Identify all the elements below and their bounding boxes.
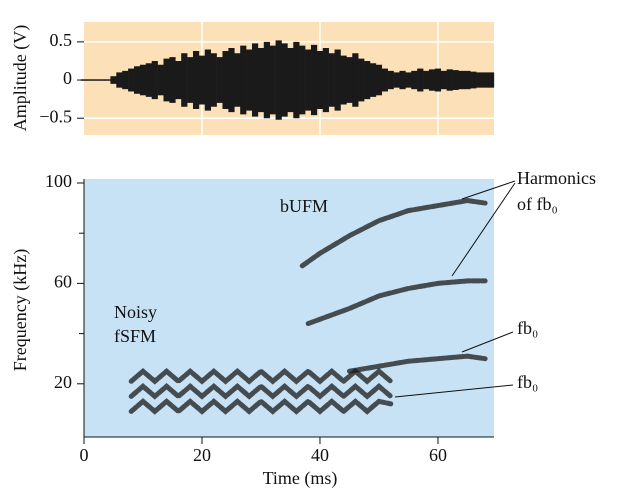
plots: 0.5 0 −0.5 20 60 100 0 20 40 60 [39,22,495,465]
y-tick-label: 0.5 [50,30,73,50]
spectral-trace [305,278,488,327]
annotation: Noisy [114,302,157,322]
spectral-trace [128,367,394,385]
annotation: bUFM [280,196,328,216]
annotation: fb₀ [517,372,538,392]
spectral-trace [128,383,394,400]
annotation: fb₀ [517,318,538,338]
leader-line [394,384,514,398]
y-axis-label: Amplitude (V) [10,25,31,131]
y-tick-label: −0.5 [39,106,72,126]
y-tick-label: 100 [45,171,72,191]
x-tick-label: 20 [193,445,211,465]
x-tick-label: 0 [80,445,89,465]
y-tick-label: 20 [54,372,72,392]
spectral-trace [346,353,488,374]
annotation: Harmonics [517,168,596,188]
y-tick-label: 0 [63,68,72,88]
annotation: fSFM [114,326,156,346]
annotation: of fb₀ [517,194,558,214]
leader-line [461,331,514,353]
spectral-trace [299,198,488,269]
x-tick-label: 60 [429,445,447,465]
y-axis-label: Frequency (kHz) [10,249,31,371]
y-tick-label: 60 [54,272,72,292]
leader-line [461,180,516,200]
spectral-trace [128,398,394,415]
leader-line [451,182,516,277]
x-axis-label: Time (ms) [263,468,338,489]
x-tick-label: 40 [311,445,329,465]
annotations: bUFM Noisy fSFM Harmonics of fb₀ fb₀ fb₀ [114,168,596,398]
